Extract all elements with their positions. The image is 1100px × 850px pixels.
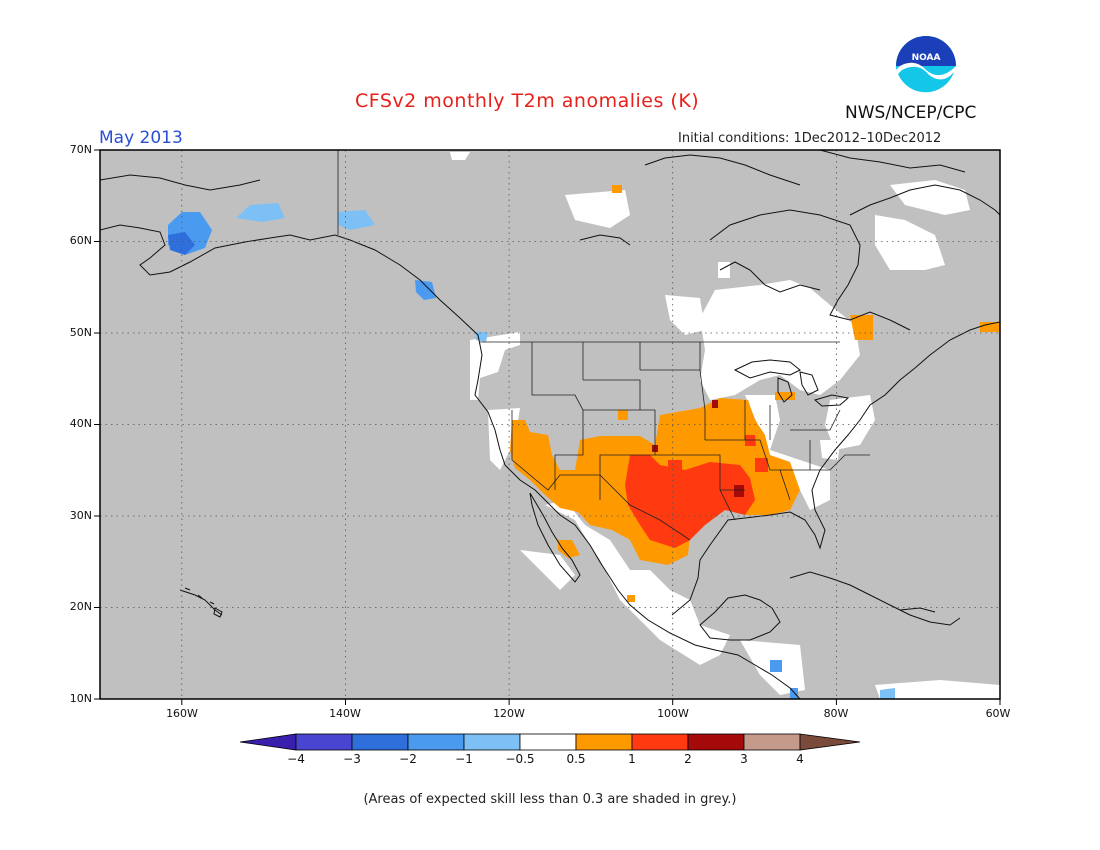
coastlines [100, 150, 1000, 699]
colorbar-label: −1 [455, 752, 473, 766]
colorbar-label: −4 [287, 752, 305, 766]
political-borders [337, 150, 870, 541]
axis-ticks [94, 149, 1001, 705]
lon-tick-label: 80W [823, 707, 849, 720]
lon-tick-label: 120W [493, 707, 525, 720]
agency-label: NWS/NCEP/CPC [845, 103, 977, 123]
lat-tick-label: 30N [69, 509, 92, 522]
noaa-logo: NOAA [896, 36, 956, 100]
colorbar-label: 2 [684, 752, 692, 766]
lat-tick-label: 40N [69, 417, 92, 430]
colorbar-swatch-max [799, 733, 861, 751]
colorbar-swatch [687, 733, 745, 751]
colorbar-swatch [407, 733, 465, 751]
colorbar-swatch [295, 733, 353, 751]
hot-anomaly-regions [652, 400, 744, 497]
cold-anomaly-regions [168, 203, 895, 699]
colorbar-swatch [463, 733, 521, 751]
initial-conditions: Initial conditions: 1Dec2012–10Dec2012 [678, 131, 942, 146]
forecast-month: May 2013 [99, 128, 183, 148]
lon-tick-label: 100W [657, 707, 689, 720]
colorbar-label: 3 [740, 752, 748, 766]
colorbar [239, 733, 861, 751]
colorbar-swatch [519, 733, 577, 751]
colorbar-swatch-min [239, 733, 297, 751]
colorbar-label: 1 [628, 752, 636, 766]
lat-tick-label: 60N [69, 234, 92, 247]
noaa-logo-text: NOAA [912, 53, 941, 63]
lon-tick-label: 60W [985, 707, 1011, 720]
colorbar-label: 0.5 [566, 752, 586, 766]
colorbar-label: −0.5 [505, 752, 535, 766]
footnote: (Areas of expected skill less than 0.3 a… [363, 792, 737, 807]
lat-tick-label: 70N [69, 143, 92, 156]
lat-tick-label: 20N [69, 600, 92, 613]
hawaii-islands [184, 587, 223, 618]
colorbar-label: −2 [399, 752, 417, 766]
great-lakes [733, 359, 850, 407]
colorbar-swatch [575, 733, 633, 751]
colorbar-swatch [743, 733, 801, 751]
colorbar-swatch [351, 733, 409, 751]
chart-title: CFSv2 monthly T2m anomalies (K) [355, 90, 700, 112]
colorbar-swatch [631, 733, 689, 751]
lon-tick-label: 140W [329, 707, 361, 720]
graticule [100, 150, 1000, 699]
lat-tick-label: 50N [69, 326, 92, 339]
lon-tick-label: 160W [166, 707, 198, 720]
lat-tick-label: 10N [69, 692, 92, 705]
colorbar-label: −3 [343, 752, 361, 766]
colorbar-label: 4 [796, 752, 804, 766]
near-normal-regions [450, 152, 1000, 699]
strong-warm-anomaly-regions [625, 435, 768, 548]
